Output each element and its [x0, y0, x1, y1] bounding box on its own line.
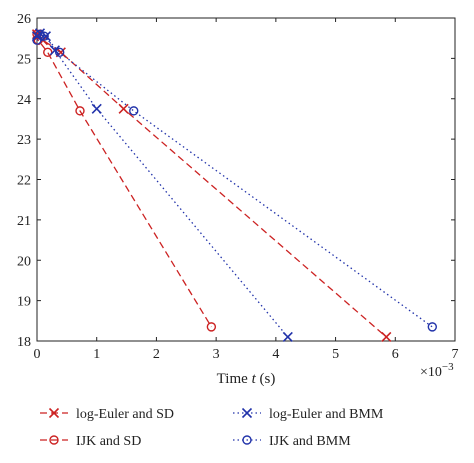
x-axis: 0 1 2 3 4 5 6 7 [34, 18, 459, 362]
x-tick-label: 7 [452, 347, 459, 362]
data-point [39, 31, 49, 41]
y-tick-label: 26 [17, 12, 31, 27]
data-point [75, 106, 85, 116]
y-tick-label: 25 [17, 52, 31, 67]
legend-label: IJK and BMM [269, 434, 351, 449]
legend-marker [48, 407, 60, 419]
legend-marker [242, 435, 252, 445]
data-point [129, 106, 139, 116]
x-axis-multiplier: ×10−3 [420, 361, 454, 380]
y-tick-label: 21 [17, 214, 31, 229]
series-line-3 [36, 32, 289, 338]
plot-area [36, 17, 456, 342]
data-point [427, 322, 438, 332]
x-tick-label: 5 [332, 347, 339, 362]
legend: log-Euler and SD IJK and SD log-Euler and … [40, 407, 384, 449]
x-axis-title: Time t (s) [217, 371, 276, 387]
x-tick-label: 4 [272, 347, 279, 362]
data-point [40, 31, 52, 42]
y-tick-label: 19 [17, 295, 31, 310]
legend-label: IJK and SD [76, 434, 141, 449]
x-tick-label: 0 [34, 347, 41, 362]
y-tick-label: 23 [17, 133, 31, 148]
legend-marker [49, 435, 59, 445]
data-point [206, 322, 217, 332]
legend-item: log-Euler and BMM [233, 407, 384, 422]
y-tick-label: 20 [17, 254, 31, 269]
data-point [282, 331, 293, 343]
x-tick-label: 1 [93, 347, 100, 362]
y-tick-label: 18 [17, 335, 31, 350]
data-point [118, 103, 129, 114]
data-point [91, 103, 102, 114]
data-point [49, 45, 60, 56]
legend-item: IJK and SD [40, 434, 141, 449]
legend-marker [241, 407, 253, 419]
series-markers [31, 28, 438, 343]
data-point [54, 47, 65, 58]
legend-item: IJK and BMM [233, 434, 351, 449]
legend-label: log-Euler and SD [76, 407, 174, 422]
data-point [43, 47, 53, 58]
y-tick-label: 22 [17, 174, 31, 189]
legend-label: log-Euler and BMM [269, 407, 384, 422]
data-point [381, 331, 392, 343]
x-tick-label: 6 [392, 347, 399, 362]
y-tick-label: 24 [17, 93, 31, 108]
y-axis: 18 19 20 21 22 23 24 25 26 [17, 12, 455, 350]
x-tick-label: 3 [213, 347, 220, 362]
x-tick-label: 2 [153, 347, 160, 362]
legend-item: log-Euler and SD [40, 407, 174, 422]
